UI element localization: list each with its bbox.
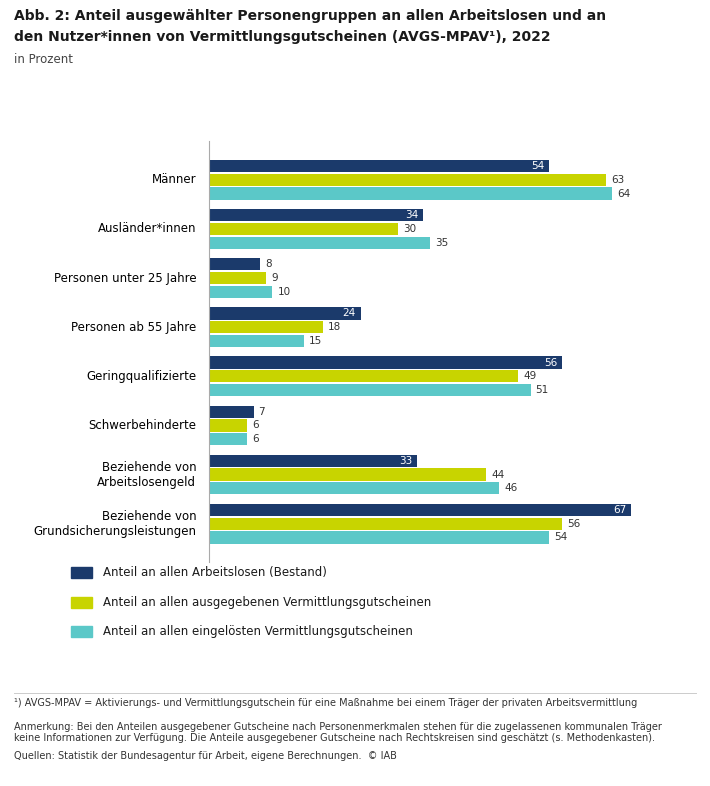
Bar: [209, 468, 486, 481]
Text: Anteil an allen eingelösten Vermittlungsgutscheinen: Anteil an allen eingelösten Vermittlungs…: [103, 626, 413, 638]
Bar: [209, 321, 323, 333]
Bar: [209, 258, 260, 270]
Text: 56: 56: [544, 358, 557, 368]
Bar: [209, 237, 430, 249]
Bar: [209, 482, 499, 494]
Text: 44: 44: [491, 469, 505, 479]
Text: 7: 7: [258, 406, 265, 417]
Text: 46: 46: [504, 483, 518, 494]
Text: Abb. 2: Anteil ausgewählter Personengruppen an allen Arbeitslosen und an: Abb. 2: Anteil ausgewählter Personengrup…: [14, 9, 606, 24]
Text: 49: 49: [523, 371, 536, 381]
Text: 34: 34: [405, 210, 418, 220]
Bar: [209, 370, 518, 383]
Text: 6: 6: [252, 421, 259, 431]
Text: den Nutzer*innen von Vermittlungsgutscheinen (AVGS-MPAV¹), 2022: den Nutzer*innen von Vermittlungsgutsche…: [14, 30, 551, 44]
Text: Anteil an allen Arbeitslosen (Bestand): Anteil an allen Arbeitslosen (Bestand): [103, 566, 327, 578]
Bar: [209, 384, 530, 396]
Bar: [209, 531, 550, 544]
Text: ¹) AVGS-MPAV = Aktivierungs- und Vermittlungsgutschein für eine Maßnahme bei ein: ¹) AVGS-MPAV = Aktivierungs- und Vermitt…: [14, 698, 638, 708]
Bar: [209, 209, 423, 222]
Text: 63: 63: [611, 174, 624, 185]
Text: 35: 35: [435, 237, 448, 248]
Bar: [209, 356, 562, 369]
Text: 33: 33: [399, 456, 413, 466]
Text: 54: 54: [555, 532, 568, 542]
Bar: [209, 433, 247, 446]
Bar: [209, 222, 398, 235]
Text: 54: 54: [531, 161, 545, 171]
Text: 24: 24: [342, 308, 356, 318]
Text: 64: 64: [618, 189, 630, 199]
Bar: [209, 454, 417, 467]
Text: Anmerkung: Bei den Anteilen ausgegebener Gutscheine nach Personenmerkmalen stehe: Anmerkung: Bei den Anteilen ausgegebener…: [14, 722, 662, 743]
Text: 10: 10: [278, 287, 290, 297]
Text: 15: 15: [309, 336, 322, 346]
Bar: [209, 160, 550, 172]
Bar: [209, 419, 247, 432]
Text: 56: 56: [567, 519, 580, 529]
Text: 18: 18: [328, 322, 341, 332]
Text: Quellen: Statistik der Bundesagentur für Arbeit, eigene Berechnungen.  © IAB: Quellen: Statistik der Bundesagentur für…: [14, 751, 397, 762]
Bar: [209, 517, 562, 530]
Text: 8: 8: [265, 259, 271, 270]
Bar: [209, 187, 612, 200]
Bar: [209, 285, 273, 298]
Bar: [209, 504, 631, 516]
Bar: [209, 272, 266, 285]
Bar: [209, 335, 304, 347]
Text: Anteil an allen ausgegebenen Vermittlungsgutscheinen: Anteil an allen ausgegebenen Vermittlung…: [103, 596, 431, 608]
Text: in Prozent: in Prozent: [14, 53, 73, 67]
Bar: [209, 307, 361, 320]
Text: 6: 6: [252, 434, 259, 444]
Text: 67: 67: [613, 505, 626, 515]
Text: 30: 30: [403, 224, 417, 234]
Text: 9: 9: [271, 273, 278, 283]
Text: 51: 51: [535, 385, 549, 395]
Bar: [209, 406, 253, 418]
Bar: [209, 174, 606, 186]
